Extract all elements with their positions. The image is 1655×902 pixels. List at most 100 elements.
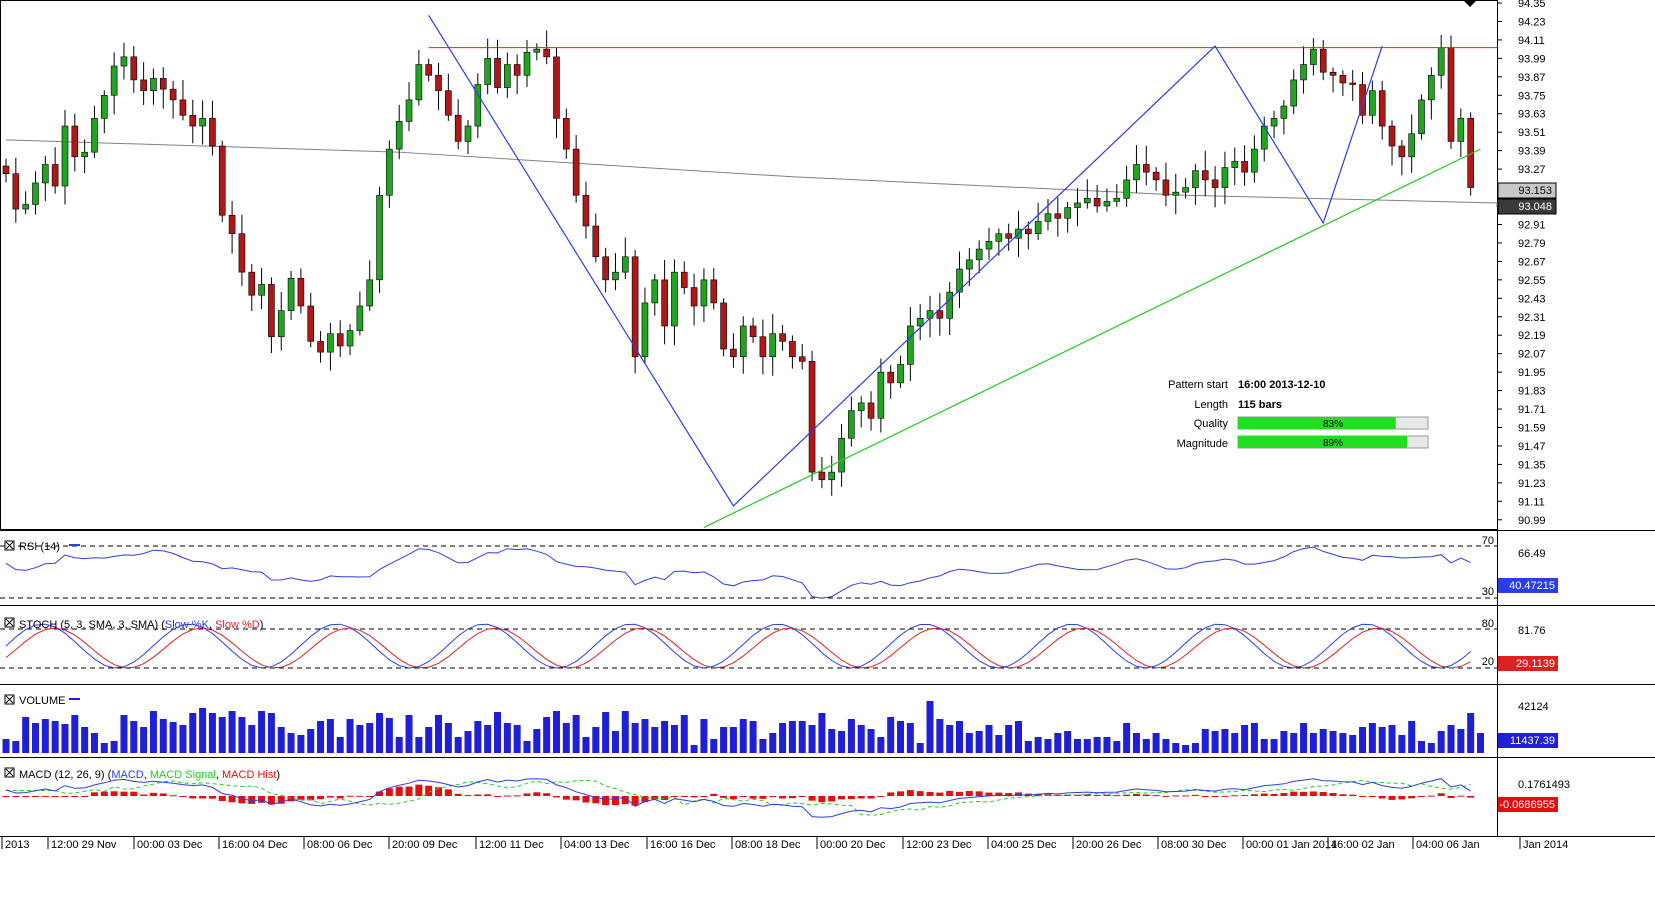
macd-hist-bar [90, 792, 98, 796]
price-tick-label: 93.51 [1518, 127, 1546, 139]
bearish-candle [513, 64, 521, 76]
scroll-down-arrow-icon[interactable] [1464, 1, 1476, 7]
macd-hist-bar [611, 796, 619, 805]
bullish-candle [1428, 74, 1435, 101]
bullish-candle [651, 279, 659, 304]
bearish-candle [336, 333, 344, 347]
volume-bar [720, 727, 728, 753]
macd-line [5, 778, 1471, 818]
bearish-candle [572, 148, 580, 196]
bullish-candle [956, 268, 963, 293]
stoch-tick-80: 80 [1482, 618, 1494, 630]
macd-hist-bar [808, 796, 816, 801]
volume-bar [405, 715, 413, 753]
time-axis: 2013 12:00 29 Nov 00:00 03 Dec 16:00 04 Dec… [1, 837, 1568, 851]
bearish-candle [307, 305, 315, 342]
volume-bar [1211, 731, 1219, 753]
length-value: 115 bars [1238, 399, 1282, 411]
stoch-tick-20: 20 [1482, 656, 1494, 668]
volume-bar [494, 712, 501, 753]
volume-bar [985, 725, 993, 753]
price-tick-label: 91.59 [1518, 422, 1546, 434]
macd-hist-bar [326, 796, 334, 798]
volume-bar [336, 737, 344, 753]
macd-hist-bar [582, 796, 590, 803]
volume-bar [189, 713, 197, 753]
volume-bar [543, 717, 551, 753]
macd-hist-bar [936, 792, 944, 796]
price-tick-label: 94.23 [1518, 16, 1546, 28]
price-tick-label: 92.79 [1518, 238, 1546, 250]
volume-bar [415, 737, 423, 753]
macd-hist-bar [926, 791, 934, 796]
volume-bar [670, 725, 678, 753]
macd-hist-bar [277, 796, 285, 804]
price-tick-label: 92.19 [1518, 330, 1546, 342]
volume-bar [464, 731, 472, 753]
macd-hist-bar [71, 796, 79, 797]
volume-bar [435, 715, 443, 753]
bearish-candle [602, 256, 609, 281]
price-tick-label: 92.43 [1518, 293, 1546, 305]
macd-hist-bar [12, 796, 20, 797]
bullish-candle [199, 118, 206, 127]
bearish-candle [936, 310, 944, 319]
volume-bar [1241, 725, 1249, 753]
macd-hist-bar [1447, 796, 1455, 799]
macd-hist-bar [435, 787, 443, 796]
bearish-candle [218, 145, 226, 216]
volume-bar [1398, 735, 1406, 753]
bullish-candle [1113, 198, 1121, 202]
macd-hist-bar [41, 796, 49, 797]
macd-hist-bar [543, 793, 551, 796]
volume-bar [71, 715, 79, 753]
bullish-candle [739, 325, 747, 358]
bullish-candle [376, 194, 383, 281]
time-tick-label: 16:00 04 Dec [222, 839, 288, 851]
price-tick-label: 94.35 [1518, 0, 1546, 10]
volume-bar [41, 719, 49, 753]
macd-hist-bar [700, 796, 708, 797]
macd-hist-bar [31, 796, 39, 797]
bearish-candle [169, 88, 177, 101]
macd-hist-bar [376, 791, 384, 796]
bullish-candle [1437, 47, 1445, 76]
bullish-candle [1270, 118, 1278, 127]
macd-hist-bar [759, 796, 767, 799]
bullish-candle [356, 305, 364, 331]
macd-hist-bar [110, 791, 118, 796]
macd-hist-bar [602, 796, 610, 806]
rsi-title: RSI (14) [19, 541, 60, 553]
volume-bar [631, 723, 639, 753]
volume-bar [769, 733, 777, 753]
macd-hist-bar [425, 785, 433, 796]
volume-bar [1408, 721, 1416, 753]
macd-hist-bar [513, 795, 521, 797]
macd-hist-bar [995, 792, 1003, 796]
macd-hist-bar [1250, 794, 1258, 796]
bearish-candle [494, 58, 501, 88]
price-tick-label: 91.47 [1518, 441, 1546, 453]
volume-bar [1054, 733, 1062, 753]
macd-hist-bar [267, 796, 275, 805]
bearish-candle [238, 233, 246, 273]
macd-hist-bar [51, 796, 59, 797]
bullish-candle [1310, 48, 1317, 65]
volume-bar [1477, 733, 1484, 753]
bearish-candle [179, 99, 187, 116]
bearish-candle [51, 164, 59, 187]
macd-legend-sep1: , [144, 769, 150, 781]
volume-bar [1123, 723, 1131, 753]
volume-bar [562, 723, 570, 753]
volume-bar [808, 725, 816, 753]
volume-bar [690, 745, 698, 753]
bullish-candle [523, 51, 531, 76]
macd-hist-bar [1113, 795, 1121, 797]
volume-bars [2, 701, 1484, 753]
bullish-candle [405, 99, 413, 122]
volume-bar [1221, 729, 1229, 753]
quality-text: 83% [1323, 419, 1343, 430]
volume-bar [1172, 743, 1180, 753]
bearish-candle [1211, 179, 1219, 188]
time-tick-label: 00:00 01 Jan 2014 [1246, 839, 1337, 851]
